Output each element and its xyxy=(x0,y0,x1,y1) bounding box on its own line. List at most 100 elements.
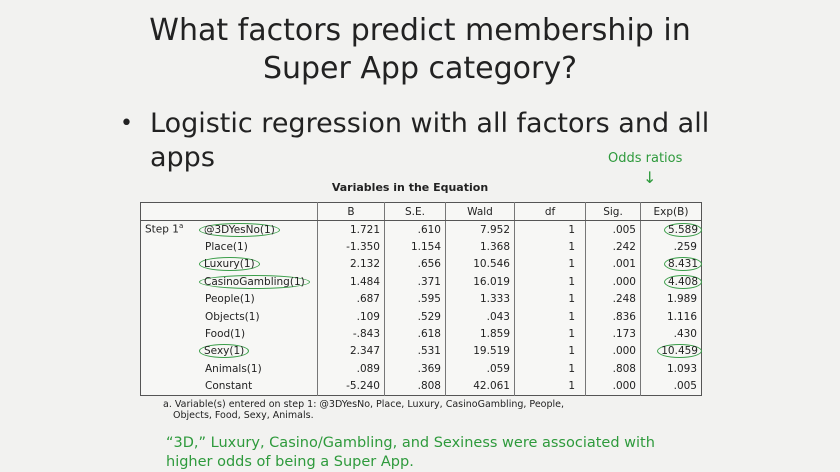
value-wald: 42.061 xyxy=(473,380,510,393)
value-sig: .000 xyxy=(612,275,636,288)
variable-name: Animals(1) xyxy=(205,362,262,375)
cell-sig: .000 xyxy=(585,377,641,396)
value-sig: .000 xyxy=(612,345,636,358)
value-se: .808 xyxy=(417,380,441,393)
step-footnote-marker: a xyxy=(178,222,184,230)
cell-expb: 5.589 xyxy=(640,220,702,239)
value-wald: 16.019 xyxy=(473,275,510,288)
table-row: Constant -5.240 .808 42.061 1 .000 .005 xyxy=(141,377,702,396)
variable-name-cell: Sexy(1) xyxy=(199,343,318,360)
cell-df: 1 xyxy=(514,255,586,274)
variable-name-cell: Place(1) xyxy=(201,238,318,255)
cell-expb: 10.459 xyxy=(640,342,702,361)
step-label: Step 1 xyxy=(145,223,179,236)
arrow-down-icon: ↓ xyxy=(643,168,657,187)
header-expb: Exp(B) xyxy=(640,202,702,221)
step-cell xyxy=(141,291,202,308)
cell-se: .595 xyxy=(384,290,446,308)
value-expb: 8.431 xyxy=(663,257,702,272)
value-wald: 1.368 xyxy=(479,241,510,254)
value-expb: 10.459 xyxy=(657,344,702,359)
value-wald: 1.859 xyxy=(479,328,510,341)
table-row: CasinoGambling(1) 1.484 .371 16.019 1 .000 4.4… xyxy=(141,273,702,291)
cell-se: 1.154 xyxy=(384,238,446,256)
table-row: Food(1) -.843 .618 1.859 1 .173 .430 xyxy=(141,325,702,343)
cell-se: .610 xyxy=(384,220,446,239)
cell-df: 1 xyxy=(514,273,586,291)
cell-sig: .173 xyxy=(585,325,641,343)
variable-name: CasinoGambling(1) xyxy=(199,274,310,289)
cell-b: 1.721 xyxy=(317,220,385,239)
cell-sig: .248 xyxy=(585,290,641,308)
value-se: 1.154 xyxy=(410,241,441,254)
variable-name-cell: People(1) xyxy=(201,291,318,308)
cell-df: 1 xyxy=(514,377,586,396)
header-df: df xyxy=(514,202,586,221)
cell-se: .531 xyxy=(384,342,446,361)
title-line-2: Super App category? xyxy=(262,51,578,86)
cell-wald: 1.333 xyxy=(445,290,515,308)
value-sig: .836 xyxy=(612,310,636,323)
header-b: B xyxy=(317,202,385,221)
cell-se: .808 xyxy=(384,377,446,396)
cell-df: 1 xyxy=(514,360,586,378)
cell-sig: .242 xyxy=(585,238,641,256)
value-wald: 1.333 xyxy=(479,293,510,306)
footnote-line-2: Objects, Food, Sexy, Animals. xyxy=(173,410,314,421)
value-se: .618 xyxy=(417,328,441,341)
cell-se: .656 xyxy=(384,255,446,274)
value-df: 1 xyxy=(568,380,575,393)
variable-name: @3DYesNo(1) xyxy=(199,222,280,237)
value-expb: 1.093 xyxy=(666,362,697,375)
value-df: 1 xyxy=(568,241,575,254)
header-blank xyxy=(140,202,201,221)
value-expb: 4.408 xyxy=(663,274,702,289)
value-b: -.843 xyxy=(352,328,380,341)
cell-df: 1 xyxy=(514,325,586,343)
cell-b: -.843 xyxy=(317,325,385,343)
cell-df: 1 xyxy=(514,220,586,239)
value-sig: .005 xyxy=(612,223,636,236)
value-expb: .430 xyxy=(673,328,697,341)
table-row: People(1) .687 .595 1.333 1 .248 1.989 xyxy=(141,290,702,308)
value-b: .687 xyxy=(356,293,380,306)
cell-wald: .043 xyxy=(445,307,515,326)
cell-wald: 1.859 xyxy=(445,325,515,343)
cell-se: .369 xyxy=(384,360,446,378)
bullet-text-line-2: apps xyxy=(150,142,215,173)
table-header-row: B S.E. Wald df Sig. Exp(B) xyxy=(140,202,702,221)
cell-df: 1 xyxy=(514,307,586,326)
value-se: .531 xyxy=(417,345,441,358)
step-cell xyxy=(141,273,202,290)
table-row: Animals(1) .089 .369 .059 1 .808 1.093 xyxy=(141,360,702,378)
header-blank-2 xyxy=(201,202,318,221)
step-cell xyxy=(141,378,202,396)
header-wald: Wald xyxy=(445,202,515,221)
header-se: S.E. xyxy=(384,202,446,221)
variable-name: Luxury(1) xyxy=(199,257,260,272)
value-expb: 1.116 xyxy=(666,310,697,323)
footnote-line-1: a. Variable(s) entered on step 1: @3DYes… xyxy=(163,399,565,410)
cell-wald: 16.019 xyxy=(445,273,515,291)
step-cell xyxy=(141,360,202,377)
value-sig: .242 xyxy=(612,241,636,254)
cell-expb: .430 xyxy=(640,325,702,343)
step-cell xyxy=(141,256,202,273)
step-cell xyxy=(141,325,202,342)
variable-name: Objects(1) xyxy=(205,310,260,323)
variable-name: Place(1) xyxy=(205,241,248,254)
table-title: Variables in the Equation xyxy=(331,181,489,194)
cell-wald: 19.519 xyxy=(445,342,515,361)
value-expb: .259 xyxy=(673,241,697,254)
cell-se: .371 xyxy=(384,273,446,291)
variable-name-cell: Luxury(1) xyxy=(199,256,318,273)
value-b: .089 xyxy=(356,362,380,375)
value-expb: .005 xyxy=(673,380,697,393)
value-wald: 10.546 xyxy=(473,258,510,271)
cell-expb: 4.408 xyxy=(640,273,702,291)
conclusion-line-2: higher odds of being a Super App. xyxy=(166,454,414,470)
value-df: 1 xyxy=(568,345,575,358)
value-df: 1 xyxy=(568,310,575,323)
value-se: .529 xyxy=(417,310,441,323)
